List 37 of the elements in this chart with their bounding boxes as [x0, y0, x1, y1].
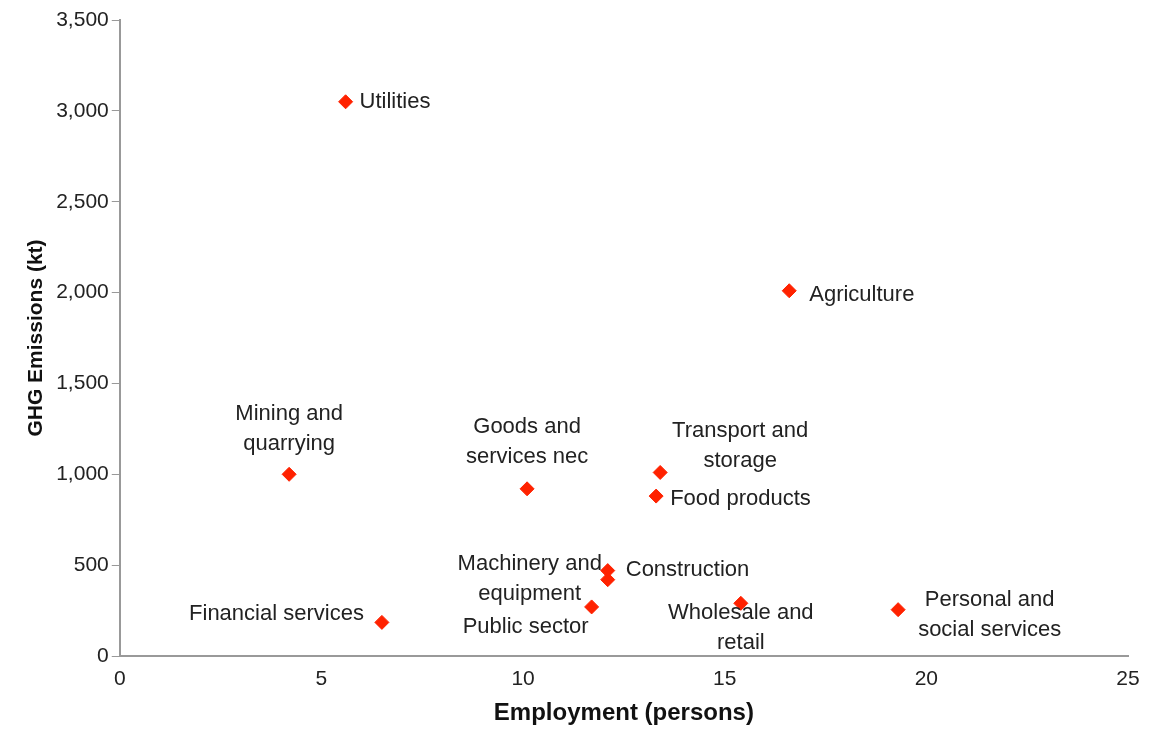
point: [781, 283, 797, 299]
annotation: Goods and services nec: [465, 412, 589, 468]
x-tick-label: 0: [113, 666, 126, 690]
point: [374, 614, 390, 630]
annotation: Machinery and equipment: [457, 549, 602, 605]
annotation: Transport and storage: [672, 416, 809, 472]
annotation: Public sector: [462, 613, 589, 638]
annotation: Construction: [625, 555, 750, 581]
annotation: Mining and quarrying: [235, 400, 343, 456]
y-tick-label: 2,500: [56, 188, 109, 212]
y-tick-label: 3,000: [56, 97, 109, 121]
y-axis-title: GHG Emissions (kt): [23, 239, 47, 437]
point: [338, 94, 354, 110]
y-tick-label: 1,500: [56, 370, 109, 394]
x-tick-label: 20: [914, 666, 939, 690]
annotation: Personal and social services: [918, 585, 1062, 641]
annotation: Financial services: [189, 600, 364, 626]
point: [652, 464, 668, 480]
x-tick-label: 10: [511, 666, 535, 690]
y-tick-label: 1,000: [56, 461, 109, 485]
x-tick-label: 15: [713, 666, 737, 690]
point: [890, 602, 906, 618]
y-tick-label: 3,500: [56, 6, 109, 30]
annotation: Utilities: [359, 87, 431, 113]
x-axis-title: Employment (persons): [493, 698, 754, 726]
point: [519, 481, 535, 497]
y-tick-label: 0: [97, 642, 109, 666]
annotation: Food products: [670, 485, 811, 511]
point: [281, 466, 297, 482]
y-tick-label: 500: [73, 551, 109, 575]
annotation: Agriculture: [809, 280, 915, 306]
point: [584, 599, 600, 615]
annotation: Wholesale and retail: [668, 599, 814, 655]
y-tick-label: 2,000: [56, 279, 109, 303]
x-tick-label: 25: [1116, 666, 1140, 690]
x-tick-label: 5: [315, 666, 328, 690]
point: [648, 488, 664, 504]
